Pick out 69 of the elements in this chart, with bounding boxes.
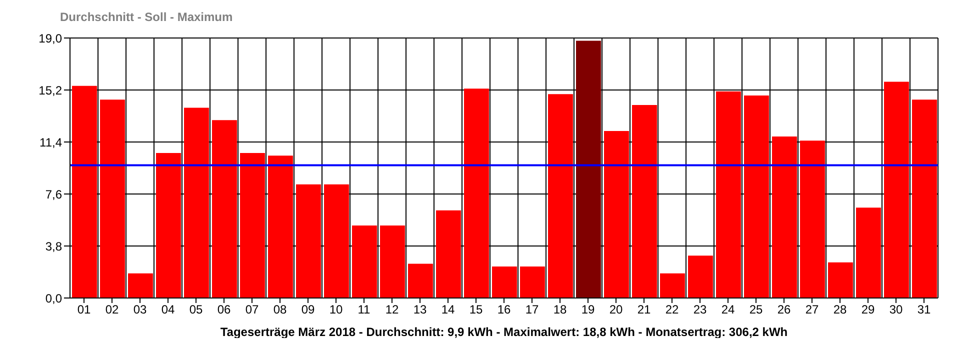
x-tick-label: 16	[497, 302, 511, 317]
x-tick-label: 31	[917, 302, 931, 317]
bar	[72, 86, 97, 298]
x-tick-label: 07	[245, 302, 259, 317]
x-tick-label: 12	[385, 302, 399, 317]
x-tick-label: 22	[665, 302, 679, 317]
bar	[352, 225, 377, 298]
bar	[380, 225, 405, 298]
y-tick-label: 19,0	[38, 31, 62, 46]
bar	[520, 266, 545, 298]
x-tick-label: 20	[609, 302, 623, 317]
bar	[772, 136, 797, 298]
chart-title: Durchschnitt - Soll - Maximum	[60, 10, 233, 24]
x-tick-label: 26	[777, 302, 791, 317]
x-tick-label: 09	[301, 302, 315, 317]
bar	[296, 184, 321, 298]
x-tick-label: 24	[721, 302, 735, 317]
x-tick-label: 15	[469, 302, 483, 317]
x-tick-label: 29	[861, 302, 875, 317]
x-tick-label: 18	[553, 302, 567, 317]
x-tick-label: 25	[749, 302, 763, 317]
x-tick-label: 05	[189, 302, 203, 317]
x-tick-label: 17	[525, 302, 539, 317]
bar	[128, 273, 153, 298]
bar	[408, 264, 433, 298]
bar	[688, 256, 713, 298]
x-tick-label: 13	[413, 302, 427, 317]
x-tick-label: 02	[105, 302, 119, 317]
bar	[604, 131, 629, 298]
bar	[492, 266, 517, 298]
bar	[744, 95, 769, 298]
y-tick-label: 3,8	[45, 239, 62, 254]
y-tick-label: 7,6	[45, 187, 62, 202]
bar	[324, 184, 349, 298]
x-tick-label: 14	[441, 302, 455, 317]
x-tick-label: 28	[833, 302, 847, 317]
x-tick-label: 19	[581, 302, 595, 317]
x-tick-label: 21	[637, 302, 651, 317]
bar	[548, 94, 573, 298]
bar	[100, 100, 125, 298]
bar	[240, 152, 265, 298]
x-tick-label: 06	[217, 302, 231, 317]
x-tick-label: 04	[161, 302, 175, 317]
y-tick-label: 0,0	[45, 291, 62, 306]
x-tick-label: 01	[77, 302, 91, 317]
bar	[576, 40, 601, 298]
x-tick-label: 23	[693, 302, 707, 317]
bar	[268, 156, 293, 298]
bar	[660, 273, 685, 298]
bar	[800, 140, 825, 298]
x-tick-label: 08	[273, 302, 287, 317]
bar	[632, 105, 657, 298]
x-tick-label: 10	[329, 302, 343, 317]
bar	[884, 82, 909, 298]
x-tick-label: 11	[358, 302, 371, 317]
x-tick-label: 30	[889, 302, 903, 317]
bar	[156, 152, 181, 298]
y-tick-label: 15,2	[38, 83, 62, 98]
y-tick-label: 11,4	[40, 135, 62, 150]
bar	[464, 88, 489, 298]
bar	[436, 210, 461, 298]
x-tick-label: 03	[133, 302, 147, 317]
bar	[184, 108, 209, 298]
bar	[716, 91, 741, 298]
bar	[912, 100, 937, 298]
bar	[212, 120, 237, 298]
x-tick-label: 27	[805, 302, 819, 317]
bar	[828, 262, 853, 298]
bar	[856, 208, 881, 298]
